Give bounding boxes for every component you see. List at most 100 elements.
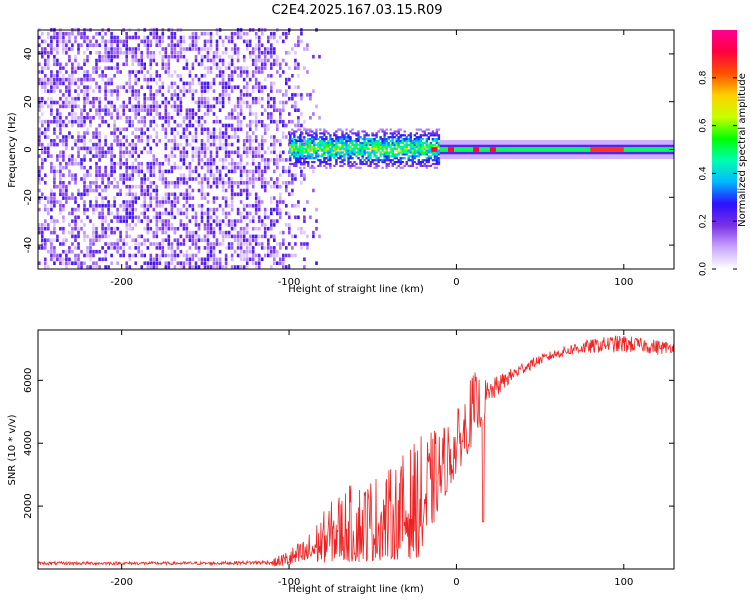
spectrogram-cell xyxy=(365,141,368,145)
spectrogram-cell xyxy=(155,131,159,135)
spectrogram-cell xyxy=(74,116,77,120)
spectrogram-cell xyxy=(282,261,285,265)
spectrogram-cell xyxy=(401,134,404,137)
spectrogram-cell xyxy=(276,211,279,216)
spectrogram-cell xyxy=(215,51,219,55)
spectrogram-cell xyxy=(194,177,198,181)
spectrogram-cell xyxy=(89,242,92,246)
spectrogram-cell xyxy=(146,47,150,51)
spectrogram-cell xyxy=(419,139,422,143)
spectrogram-cell xyxy=(369,162,372,166)
spectrogram-cell xyxy=(267,253,270,258)
spectrogram-cell xyxy=(239,188,243,193)
spectrogram-cell xyxy=(311,136,314,139)
spectrogram-cell xyxy=(363,136,366,139)
spectrogram-cell xyxy=(361,151,364,154)
spectrogram-cell xyxy=(194,127,198,132)
spectrogram-cell xyxy=(293,141,296,145)
spectrogram-cell xyxy=(53,127,56,132)
spectrogram-cell xyxy=(65,77,68,82)
spectrogram-cell xyxy=(71,177,74,181)
spectrogram-cell xyxy=(209,47,213,51)
spectrogram-cell xyxy=(149,108,153,112)
spectrogram-cell xyxy=(203,257,207,262)
spectrogram-cell xyxy=(295,151,298,154)
spectrogram-cell xyxy=(317,153,320,156)
spectrogram-cell xyxy=(349,164,352,167)
spectrogram-cell xyxy=(401,161,404,164)
spectrogram-cell xyxy=(257,142,261,147)
spectrogram-cell xyxy=(176,96,180,101)
spectrogram-cell xyxy=(194,31,198,36)
spectrogram-cell xyxy=(77,192,80,197)
spectrogram-cell xyxy=(311,155,314,158)
spectrogram-cell xyxy=(188,169,192,174)
spectrogram-cell xyxy=(182,161,186,166)
spectrogram-cell xyxy=(155,135,159,139)
spectrogram-cell xyxy=(134,31,137,36)
spectrogram-cell xyxy=(71,77,74,82)
spectrogram-cell xyxy=(309,96,312,101)
spectrogram-cell xyxy=(291,138,294,141)
spectrogram-cell xyxy=(285,181,288,185)
spectrogram-cell xyxy=(285,77,288,82)
spectrogram-cell xyxy=(267,58,270,63)
spectrogram-cell xyxy=(140,234,143,239)
spectrogram-cell xyxy=(140,108,143,112)
spectrogram-cell xyxy=(437,161,441,164)
spectrogram-cell xyxy=(391,149,394,152)
spectrogram-cell xyxy=(77,66,80,70)
spectrogram-cell xyxy=(53,116,56,120)
spectrogram-cell xyxy=(200,81,204,86)
spectrogram-cell xyxy=(47,142,50,147)
spectrogram-cell xyxy=(239,127,243,132)
spectrogram-cell xyxy=(104,142,107,147)
spectrogram-cell xyxy=(411,149,414,152)
spectrogram-cell xyxy=(227,246,231,250)
spectrogram-cell xyxy=(53,54,56,59)
spectrogram-cell xyxy=(279,211,282,216)
spectrogram-cell xyxy=(104,51,107,55)
spectrogram-cell xyxy=(305,147,308,150)
spectrogram-cell xyxy=(149,226,153,231)
spectrogram-cell xyxy=(101,177,104,181)
spectrogram-cell xyxy=(173,47,177,51)
spectrogram-cell xyxy=(403,157,406,160)
spectrogram-cell xyxy=(379,155,382,158)
spectrogram-cell xyxy=(276,161,279,166)
spectrogram-cell xyxy=(245,31,249,36)
spectrogram-cell xyxy=(294,51,297,55)
spectrogram-cell xyxy=(191,39,195,44)
spectrogram-cell xyxy=(375,155,378,158)
spectrogram-cell xyxy=(191,177,195,181)
spectrogram-cell xyxy=(179,108,183,112)
spectrogram-cell xyxy=(279,257,282,262)
spectrogram-cell xyxy=(437,141,441,145)
spectrogram-cell xyxy=(116,35,119,40)
spectrogram-cell xyxy=(77,119,80,124)
spectrogram-cell xyxy=(197,146,201,151)
spectrogram-cell xyxy=(77,207,80,212)
spectrogram-cell xyxy=(285,93,288,97)
spectrogram-cell xyxy=(143,207,146,212)
spectrogram-cell xyxy=(74,158,77,162)
spectrogram-cell xyxy=(251,184,255,189)
spectrogram-cell xyxy=(113,139,116,143)
spectrogram-cell xyxy=(413,161,416,164)
spectrogram-cell xyxy=(68,257,71,262)
spectrogram-cell xyxy=(391,141,394,145)
spectrogram-cell xyxy=(194,219,198,223)
spectrogram-cell xyxy=(185,188,189,193)
spectrogram-cell xyxy=(134,70,137,74)
spectrogram-cell xyxy=(77,246,80,250)
spectrogram-cell xyxy=(333,143,336,146)
spectrogram-cell xyxy=(200,165,204,170)
spectrogram-cell xyxy=(53,31,56,36)
spectrogram-cell xyxy=(359,162,362,166)
spectrogram-cell xyxy=(131,192,134,197)
spectrogram-cell xyxy=(122,177,125,181)
spectrogram-cell xyxy=(125,127,128,132)
spectrogram-cell xyxy=(128,265,131,269)
spectrogram-cell xyxy=(319,161,322,164)
